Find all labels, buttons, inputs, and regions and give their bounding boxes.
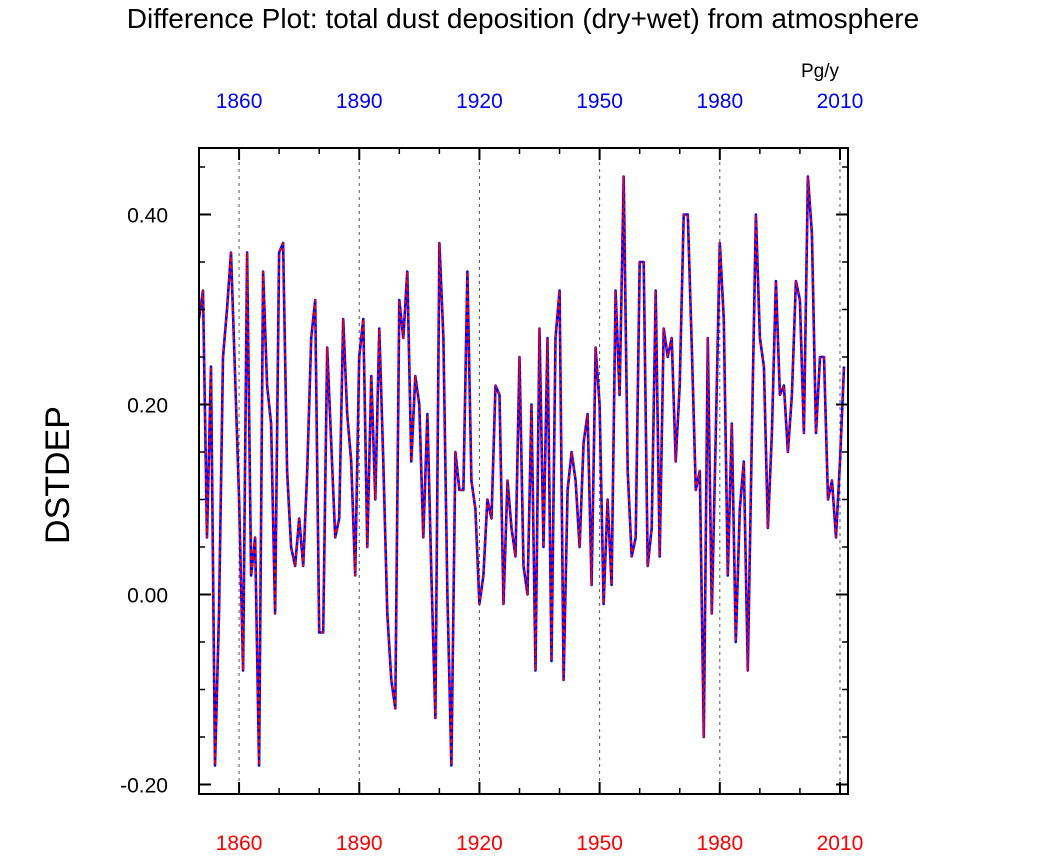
y-tick-label: -0.20 [120,775,168,798]
y-tick-label: 0.20 [127,395,168,418]
series-line-1 [197,175,846,767]
x-tick-label-bottom: 1980 [696,832,743,855]
tick-labels: 1860 1860 1890 1890 1920 1920 1950 1950 1980 1980… [120,90,863,855]
x-tick-label-top: 1950 [576,90,623,113]
x-tick-label-top: 2010 [817,90,864,113]
x-tick-label-bottom: 2010 [817,832,864,855]
y-axis-label: DSTDEP [39,406,77,544]
x-gridlines [238,148,841,794]
x-tick-label-top: 1980 [696,90,743,113]
x-tick-label-bottom: 1860 [216,832,263,855]
x-tick-label-bottom: 1950 [576,832,623,855]
x-tick-label-bottom: 1890 [336,832,383,855]
y-tick-label: 0.00 [127,585,168,608]
series-line-2 [198,175,845,767]
plot-frame [198,147,849,795]
chart-title: Difference Plot: total dust deposition (… [127,3,919,34]
units-label: Pg/y [801,61,840,82]
series-layer [197,175,846,767]
y-tick-label: 0.40 [127,205,168,228]
x-tick-label-top: 1890 [336,90,383,113]
x-tick-label-bottom: 1920 [456,832,503,855]
axis-ticks [198,148,848,794]
x-tick-label-top: 1860 [216,90,263,113]
x-tick-label-top: 1920 [456,90,503,113]
